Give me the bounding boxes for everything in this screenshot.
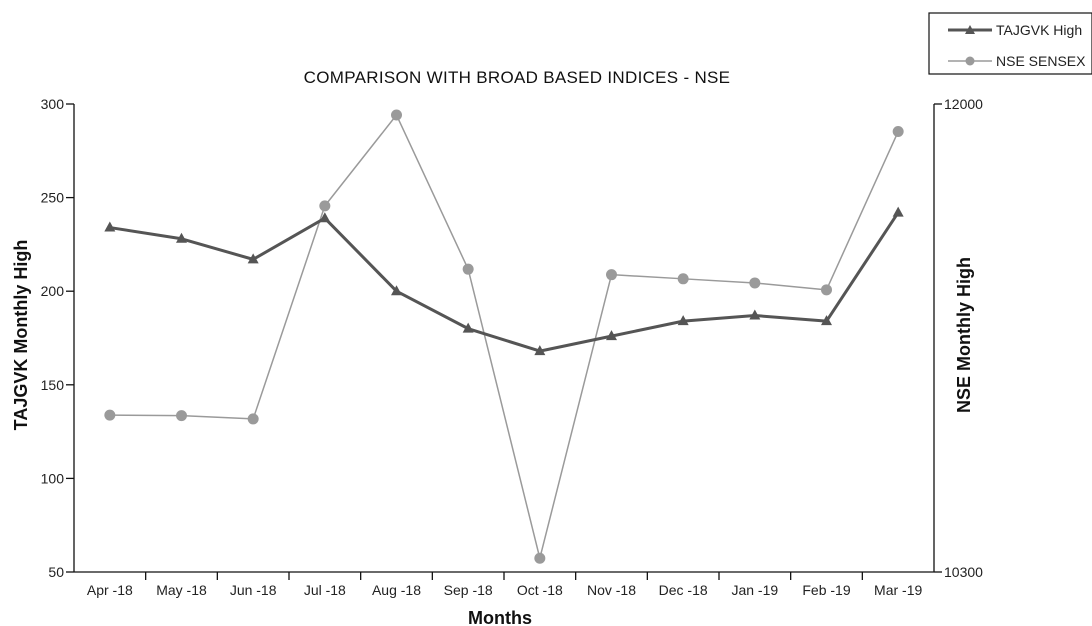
tajgvk-point — [677, 315, 689, 326]
tajgvk-point — [892, 206, 904, 217]
x-tick-label: Nov -18 — [587, 582, 636, 598]
legend: TAJGVK High NSE SENSEX — [928, 12, 1092, 75]
tajgvk-point — [104, 221, 116, 232]
legend-marker-nse — [965, 56, 975, 66]
legend-label-tajgvk: TAJGVK High — [996, 22, 1082, 38]
left-y-tick-label: 200 — [41, 283, 65, 299]
tajgvk-point — [247, 253, 259, 264]
nse-point — [821, 284, 832, 296]
left-y-ticks: 50 100 150 200 250 300 — [41, 96, 74, 580]
x-tick-label: Jun -18 — [230, 582, 277, 598]
legend-box — [928, 12, 1092, 75]
nse-point — [677, 273, 689, 285]
tajgvk-point — [534, 345, 546, 356]
x-tick-label: Feb -19 — [802, 582, 850, 598]
x-tick-label: Sep -18 — [444, 582, 493, 598]
x-axis-title: Months — [468, 608, 532, 626]
x-tick-label: Dec -18 — [659, 582, 708, 598]
x-tick-label: Jul -18 — [304, 582, 346, 598]
chart-title: COMPARISON WITH BROAD BASED INDICES - NS… — [304, 68, 731, 87]
tajgvk-point — [176, 232, 187, 243]
nse-point — [104, 409, 116, 421]
nse-point — [176, 410, 187, 422]
left-y-tick-label: 300 — [41, 96, 65, 112]
x-tick-label: Aug -18 — [372, 582, 421, 598]
tajgvk-point — [391, 285, 402, 296]
x-tick-label: May -18 — [156, 582, 207, 598]
nse-point — [749, 277, 761, 289]
x-tick-label: Mar -19 — [874, 582, 922, 598]
nse-point — [606, 269, 617, 281]
left-y-axis-title: TAJGVK Monthly High — [11, 240, 31, 431]
tajgvk-point — [319, 212, 331, 223]
legend-label-nse: NSE SENSEX — [996, 53, 1086, 69]
left-y-tick-label: 100 — [41, 470, 65, 486]
tajgvk-point — [606, 330, 617, 341]
left-y-tick-label: 150 — [41, 377, 65, 393]
series-tajgvk-high — [104, 206, 904, 356]
right-y-tick-label: 10300 — [944, 564, 983, 580]
right-y-axis-title: NSE Monthly High — [954, 257, 974, 413]
x-tick-label: Jan -19 — [731, 582, 778, 598]
tajgvk-point — [749, 309, 761, 320]
tajgvk-line — [109, 211, 900, 353]
nse-point — [319, 200, 331, 212]
tajgvk-point — [462, 322, 474, 333]
right-y-ticks: 10300 12000 — [934, 96, 983, 580]
right-y-tick-label: 12000 — [944, 96, 983, 112]
nse-line — [109, 114, 899, 559]
nse-point — [892, 126, 904, 138]
nse-point — [247, 413, 259, 425]
series-nse-sensex — [104, 109, 904, 564]
nse-point — [534, 552, 546, 564]
tajgvk-point — [821, 315, 832, 326]
nse-point — [391, 109, 402, 121]
nse-point — [462, 263, 474, 275]
x-tick-label: Apr -18 — [87, 582, 133, 598]
left-y-tick-label: 250 — [41, 190, 65, 206]
x-ticks: Apr -18 May -18 Jun -18 Jul -18 Aug -18 Sep -… — [87, 572, 922, 598]
legend-marker-tajgvk — [965, 25, 975, 34]
left-y-tick-label: 50 — [48, 564, 64, 580]
x-tick-label: Oct -18 — [517, 582, 563, 598]
